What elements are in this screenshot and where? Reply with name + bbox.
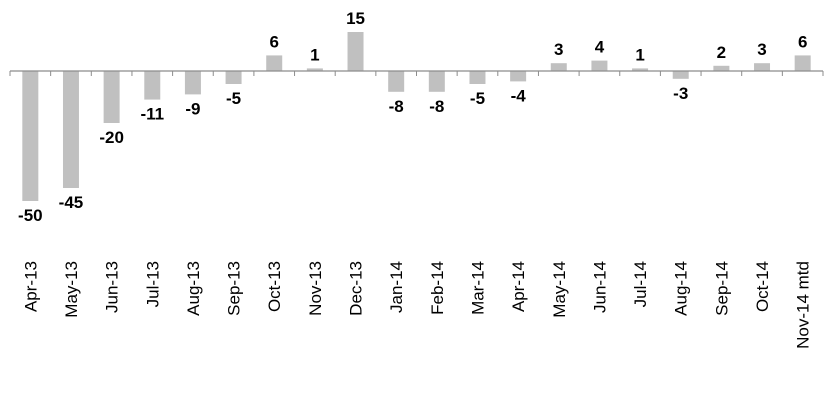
bar-may-13	[62, 71, 79, 188]
bar-may-14	[550, 63, 567, 71]
x-tick-label: Jun-14	[590, 261, 609, 313]
data-label: -50	[18, 206, 43, 225]
data-label: 3	[554, 40, 563, 59]
bar-apr-14	[510, 71, 527, 82]
bar-jul-13	[144, 71, 161, 100]
x-tick-label: Aug-13	[184, 261, 203, 316]
x-tick-label: Jul-13	[143, 261, 162, 307]
bar-jun-14	[591, 60, 608, 71]
bar-oct-13	[266, 55, 283, 71]
x-tick-label: Nov-13	[306, 261, 325, 316]
bar-oct-14	[754, 63, 771, 71]
x-tick-label: May-13	[62, 261, 81, 318]
data-label: 15	[346, 9, 365, 28]
data-labels-group: -50 -45 -20 -11 -9 -5 6 1 15 -8 -8 -5 -4 3 4 1 -3 2 3 6	[18, 9, 807, 225]
data-label: 2	[717, 43, 726, 62]
bar-jul-14	[632, 68, 649, 71]
data-label: -8	[429, 97, 444, 116]
data-label: 1	[310, 45, 319, 64]
data-label: 6	[269, 32, 278, 51]
bar-dec-13	[347, 32, 364, 71]
category-labels-group: Apr-13 May-13 Jun-13 Jul-13 Aug-13 Sep-13 Oct-…	[21, 261, 812, 349]
bar-feb-14	[428, 71, 445, 92]
x-tick-label: Feb-14	[428, 261, 447, 315]
x-axis-ticks	[9, 71, 824, 76]
data-label: 6	[798, 32, 807, 51]
x-tick-label: Dec-13	[347, 261, 366, 316]
bar-sep-13	[225, 71, 242, 84]
bar-mar-14	[469, 71, 486, 84]
x-tick-label: Oct-13	[265, 261, 284, 312]
data-label: -5	[226, 89, 241, 108]
x-tick-label: Nov-14 mtd	[794, 261, 813, 349]
data-label: -4	[511, 86, 527, 105]
data-label: -8	[389, 97, 404, 116]
data-label: -20	[99, 128, 124, 147]
x-tick-label: Jun-13	[103, 261, 122, 313]
x-tick-label: Jan-14	[387, 261, 406, 313]
data-label: -5	[470, 89, 485, 108]
x-tick-label: Jul-14	[631, 261, 650, 307]
bar-nov-13	[306, 68, 323, 71]
data-label: -45	[59, 193, 84, 212]
bar-nov-14-mtd	[794, 55, 811, 71]
data-label: -3	[673, 84, 688, 103]
x-tick-label: Aug-14	[672, 261, 691, 316]
bar-jan-14	[388, 71, 405, 92]
x-tick-label: Mar-14	[468, 261, 487, 315]
bar-aug-13	[184, 71, 201, 95]
x-tick-label: Oct-14	[753, 261, 772, 312]
bar-aug-14	[672, 71, 689, 79]
data-label: 3	[757, 40, 766, 59]
x-tick-label: Apr-13	[21, 261, 40, 312]
data-label: 1	[635, 45, 644, 64]
x-tick-label: Apr-14	[509, 261, 528, 312]
bars-group	[22, 32, 811, 201]
x-tick-label: May-14	[550, 261, 569, 318]
bar-apr-13	[22, 71, 39, 201]
data-label: -11	[140, 105, 164, 124]
x-tick-label: Sep-13	[225, 261, 244, 316]
data-label: 4	[595, 38, 605, 57]
bar-sep-14	[713, 65, 730, 71]
data-label: -9	[185, 99, 200, 118]
bar-jun-13	[103, 71, 120, 123]
x-tick-label: Sep-14	[712, 261, 731, 316]
